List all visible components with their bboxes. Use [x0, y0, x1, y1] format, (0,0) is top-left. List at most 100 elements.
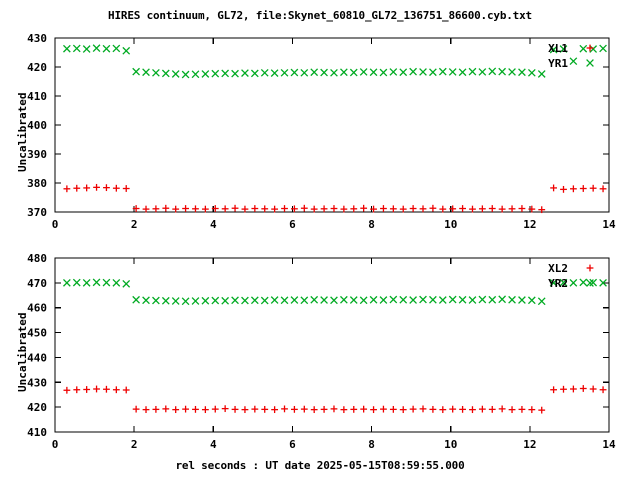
- data-point: [518, 68, 526, 77]
- data-point: [271, 205, 279, 213]
- series-YR1: [63, 44, 607, 79]
- x-tick-label: 0: [52, 218, 59, 231]
- data-point: [560, 185, 567, 193]
- data-point: [448, 68, 457, 76]
- x-tick-label: 6: [289, 218, 296, 231]
- data-point: [468, 67, 477, 76]
- data-point: [579, 278, 588, 287]
- data-point: [211, 69, 220, 78]
- data-point: [241, 296, 249, 305]
- data-point: [261, 405, 269, 413]
- legend-marker-XL2: [586, 264, 594, 272]
- data-point: [399, 295, 408, 304]
- data-point: [559, 278, 568, 287]
- data-point: [281, 405, 288, 413]
- data-point: [132, 205, 140, 212]
- data-point: [93, 183, 100, 191]
- data-point: [359, 68, 368, 76]
- series-XL2: [63, 385, 607, 414]
- data-point: [152, 405, 160, 413]
- data-point: [162, 204, 170, 212]
- y-tick-label: 370: [27, 206, 47, 219]
- data-point: [559, 45, 568, 53]
- y-tick-label: 400: [27, 119, 47, 132]
- data-point: [550, 184, 557, 192]
- data-point: [181, 70, 190, 79]
- data-point: [260, 68, 269, 77]
- x-tick-label: 14: [602, 218, 616, 231]
- data-point: [438, 67, 447, 76]
- data-point: [498, 405, 506, 413]
- x-tick-label: 14: [602, 438, 616, 451]
- data-point: [142, 406, 150, 414]
- x-tick-label: 0: [52, 438, 59, 451]
- data-point: [399, 205, 407, 213]
- x-tick-label: 8: [368, 438, 375, 451]
- data-point: [92, 44, 101, 53]
- x-tick-label: 6: [289, 438, 296, 451]
- data-point: [132, 295, 140, 304]
- data-point: [409, 405, 417, 413]
- data-point: [72, 44, 81, 53]
- y-tick-label: 380: [27, 177, 47, 190]
- data-point: [152, 205, 160, 213]
- data-point: [260, 296, 269, 305]
- data-point: [537, 297, 546, 306]
- x-tick-label: 2: [131, 218, 138, 231]
- data-point: [280, 296, 289, 305]
- data-point: [82, 45, 91, 53]
- data-point: [112, 386, 120, 394]
- data-point: [251, 405, 259, 413]
- data-point: [171, 70, 180, 78]
- data-point: [518, 405, 526, 413]
- data-point: [192, 405, 199, 413]
- data-point: [478, 205, 486, 213]
- data-point: [291, 205, 298, 213]
- data-point: [241, 69, 249, 77]
- data-point: [579, 385, 587, 392]
- x-tick-label: 12: [523, 218, 536, 231]
- y-axis-label-top: Uncalibrated: [16, 92, 29, 172]
- x-axis-label: rel seconds : UT date 2025-05-15T08:59:5…: [175, 459, 465, 472]
- data-point: [231, 204, 239, 212]
- data-point: [330, 405, 338, 413]
- data-point: [221, 69, 230, 78]
- data-point: [449, 405, 457, 413]
- data-point: [310, 295, 319, 304]
- data-point: [569, 185, 577, 193]
- data-point: [488, 295, 497, 304]
- series-XL1: [63, 183, 607, 214]
- data-point: [458, 68, 467, 77]
- data-point: [350, 205, 358, 213]
- data-point: [438, 296, 447, 304]
- data-point: [63, 386, 71, 394]
- data-point: [380, 405, 387, 413]
- data-point: [340, 205, 348, 213]
- data-point: [300, 296, 309, 305]
- data-point: [142, 296, 150, 305]
- data-point: [469, 205, 476, 213]
- data-point: [508, 205, 516, 213]
- data-point: [498, 205, 506, 213]
- data-point: [63, 44, 71, 53]
- data-point: [549, 45, 558, 54]
- data-point: [549, 278, 558, 287]
- data-point: [320, 296, 328, 304]
- data-point: [182, 205, 189, 212]
- data-point: [340, 68, 348, 77]
- legend-label-YR2: YR2: [548, 277, 568, 290]
- y-tick-label: 390: [27, 148, 47, 161]
- data-point: [73, 184, 81, 192]
- data-point: [380, 205, 387, 212]
- data-point: [439, 205, 447, 213]
- data-point: [399, 406, 407, 414]
- data-point: [550, 386, 557, 394]
- data-point: [320, 405, 328, 413]
- data-point: [231, 69, 239, 78]
- data-point: [241, 205, 249, 213]
- plot-frame-top: [54, 37, 610, 213]
- data-point: [589, 385, 597, 393]
- data-point: [589, 45, 598, 53]
- data-point: [399, 68, 408, 77]
